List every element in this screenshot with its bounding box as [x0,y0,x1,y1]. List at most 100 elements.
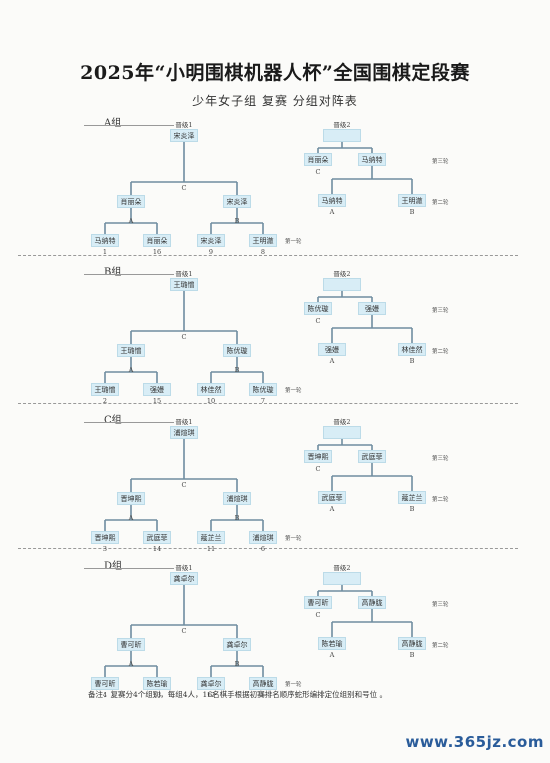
match-label: B [234,514,240,522]
semifinal-slot: 曹可昕 [117,638,145,651]
round2-slot: 肖丽朵 [304,153,332,166]
round1-slot: 强嫚 [318,343,346,356]
group-underline [84,422,174,423]
group-label: D组 [104,561,123,572]
semifinal-slot: 王璐憎 [117,344,145,357]
seed-number: 10 [206,397,216,405]
semifinal-slot: 陈优璇 [223,344,251,357]
semifinal-slot: 肖丽朵 [117,195,145,208]
winner-slot: 王璐憎 [170,278,198,291]
group-separator [18,255,518,256]
seed-number: 9 [208,248,214,256]
match-label: C [181,333,187,341]
advance-header: 晋级1 [175,270,193,278]
winner-slot: 浦煊琪 [170,426,198,439]
first-round-slot: 高静胧 [249,677,277,690]
match-label: B [234,217,240,225]
seed-number: 11 [206,545,216,553]
seed-number: 12 [206,691,216,699]
first-round-slot: 陈优璇 [249,383,277,396]
first-round-slot: 强嫚 [143,383,171,396]
group-label: C组 [104,415,122,426]
final-slot [323,426,361,439]
round-label: 第三轮 [432,456,449,462]
seed-number: 1 [102,248,108,256]
first-round-slot: 浦煊琪 [249,531,277,544]
seed-number: 16 [152,248,162,256]
match-label: C [315,611,321,619]
round2-slot: 晋坤熙 [304,450,332,463]
round1-slot: 高静胧 [398,637,426,650]
match-label: B [409,505,415,513]
advance-header: 晋级2 [333,564,351,572]
round-label: 第二轮 [432,643,449,649]
seed-number: 6 [260,545,266,553]
winner-slot: 宋炎泽 [170,129,198,142]
round-label: 第一轮 [285,388,302,394]
semifinal-slot: 晋坤熙 [117,492,145,505]
semifinal-slot: 宋炎泽 [223,195,251,208]
advance-header: 晋级1 [175,418,193,426]
first-round-slot: 肖丽朵 [143,234,171,247]
match-label: B [409,208,415,216]
first-round-slot: 陈若瑜 [143,677,171,690]
first-round-slot: 宋炎泽 [197,234,225,247]
seed-number: 3 [102,545,108,553]
group-underline [84,274,174,275]
first-round-slot: 武庭菲 [143,531,171,544]
round-label: 第三轮 [432,602,449,608]
seed-number: 13 [152,691,162,699]
group-underline [84,568,174,569]
round1-slot: 武庭菲 [318,491,346,504]
footnote: 备注：复赛分4个组别，每组4人，16名棋手根据初赛排名顺序蛇形编排定位组别和号位… [88,690,387,699]
first-round-slot: 林佳然 [197,383,225,396]
first-round-slot: 晋坤熙 [91,531,119,544]
match-label: C [315,168,321,176]
match-label: C [181,481,187,489]
group-label: B组 [104,267,122,278]
first-round-slot: 曹可昕 [91,677,119,690]
round-label: 第二轮 [432,497,449,503]
round2-slot: 强嫚 [358,302,386,315]
round1-slot: 蔻芷兰 [398,491,426,504]
match-label: B [409,357,415,365]
round1-slot: 林佳然 [398,343,426,356]
round-label: 第三轮 [432,308,449,314]
round2-slot: 武庭菲 [358,450,386,463]
seed-number: 5 [260,691,266,699]
seed-number: 14 [152,545,162,553]
advance-header: 晋级2 [333,270,351,278]
match-label: C [181,627,187,635]
match-label: A [329,505,335,513]
semifinal-slot: 龚卓尔 [223,638,251,651]
round1-slot: 陈若瑜 [318,637,346,650]
round-label: 第三轮 [432,159,449,165]
advance-header: 晋级1 [175,121,193,129]
match-label: A [128,366,134,374]
final-slot [323,572,361,585]
advance-header: 晋级1 [175,564,193,572]
page-subtitle: 少年女子组 复赛 分组对阵表 [192,94,358,108]
seed-number: 8 [260,248,266,256]
group-underline [84,125,174,126]
seed-number: 7 [260,397,266,405]
final-slot [323,129,361,142]
round-label: 第二轮 [432,200,449,206]
round1-slot: 王明澈 [398,194,426,207]
match-label: A [329,651,335,659]
winner-slot: 龚卓尔 [170,572,198,585]
semifinal-slot: 浦煊琪 [223,492,251,505]
first-round-slot: 王明澈 [249,234,277,247]
round-label: 第一轮 [285,682,302,688]
first-round-slot: 蔻芷兰 [197,531,225,544]
advance-header: 晋级2 [333,418,351,426]
group-separator [18,403,518,404]
round-label: 第一轮 [285,536,302,542]
match-label: A [128,217,134,225]
match-label: C [181,184,187,192]
match-label: B [234,660,240,668]
first-round-slot: 马纳特 [91,234,119,247]
round2-slot: 马纳特 [358,153,386,166]
round-label: 第二轮 [432,349,449,355]
